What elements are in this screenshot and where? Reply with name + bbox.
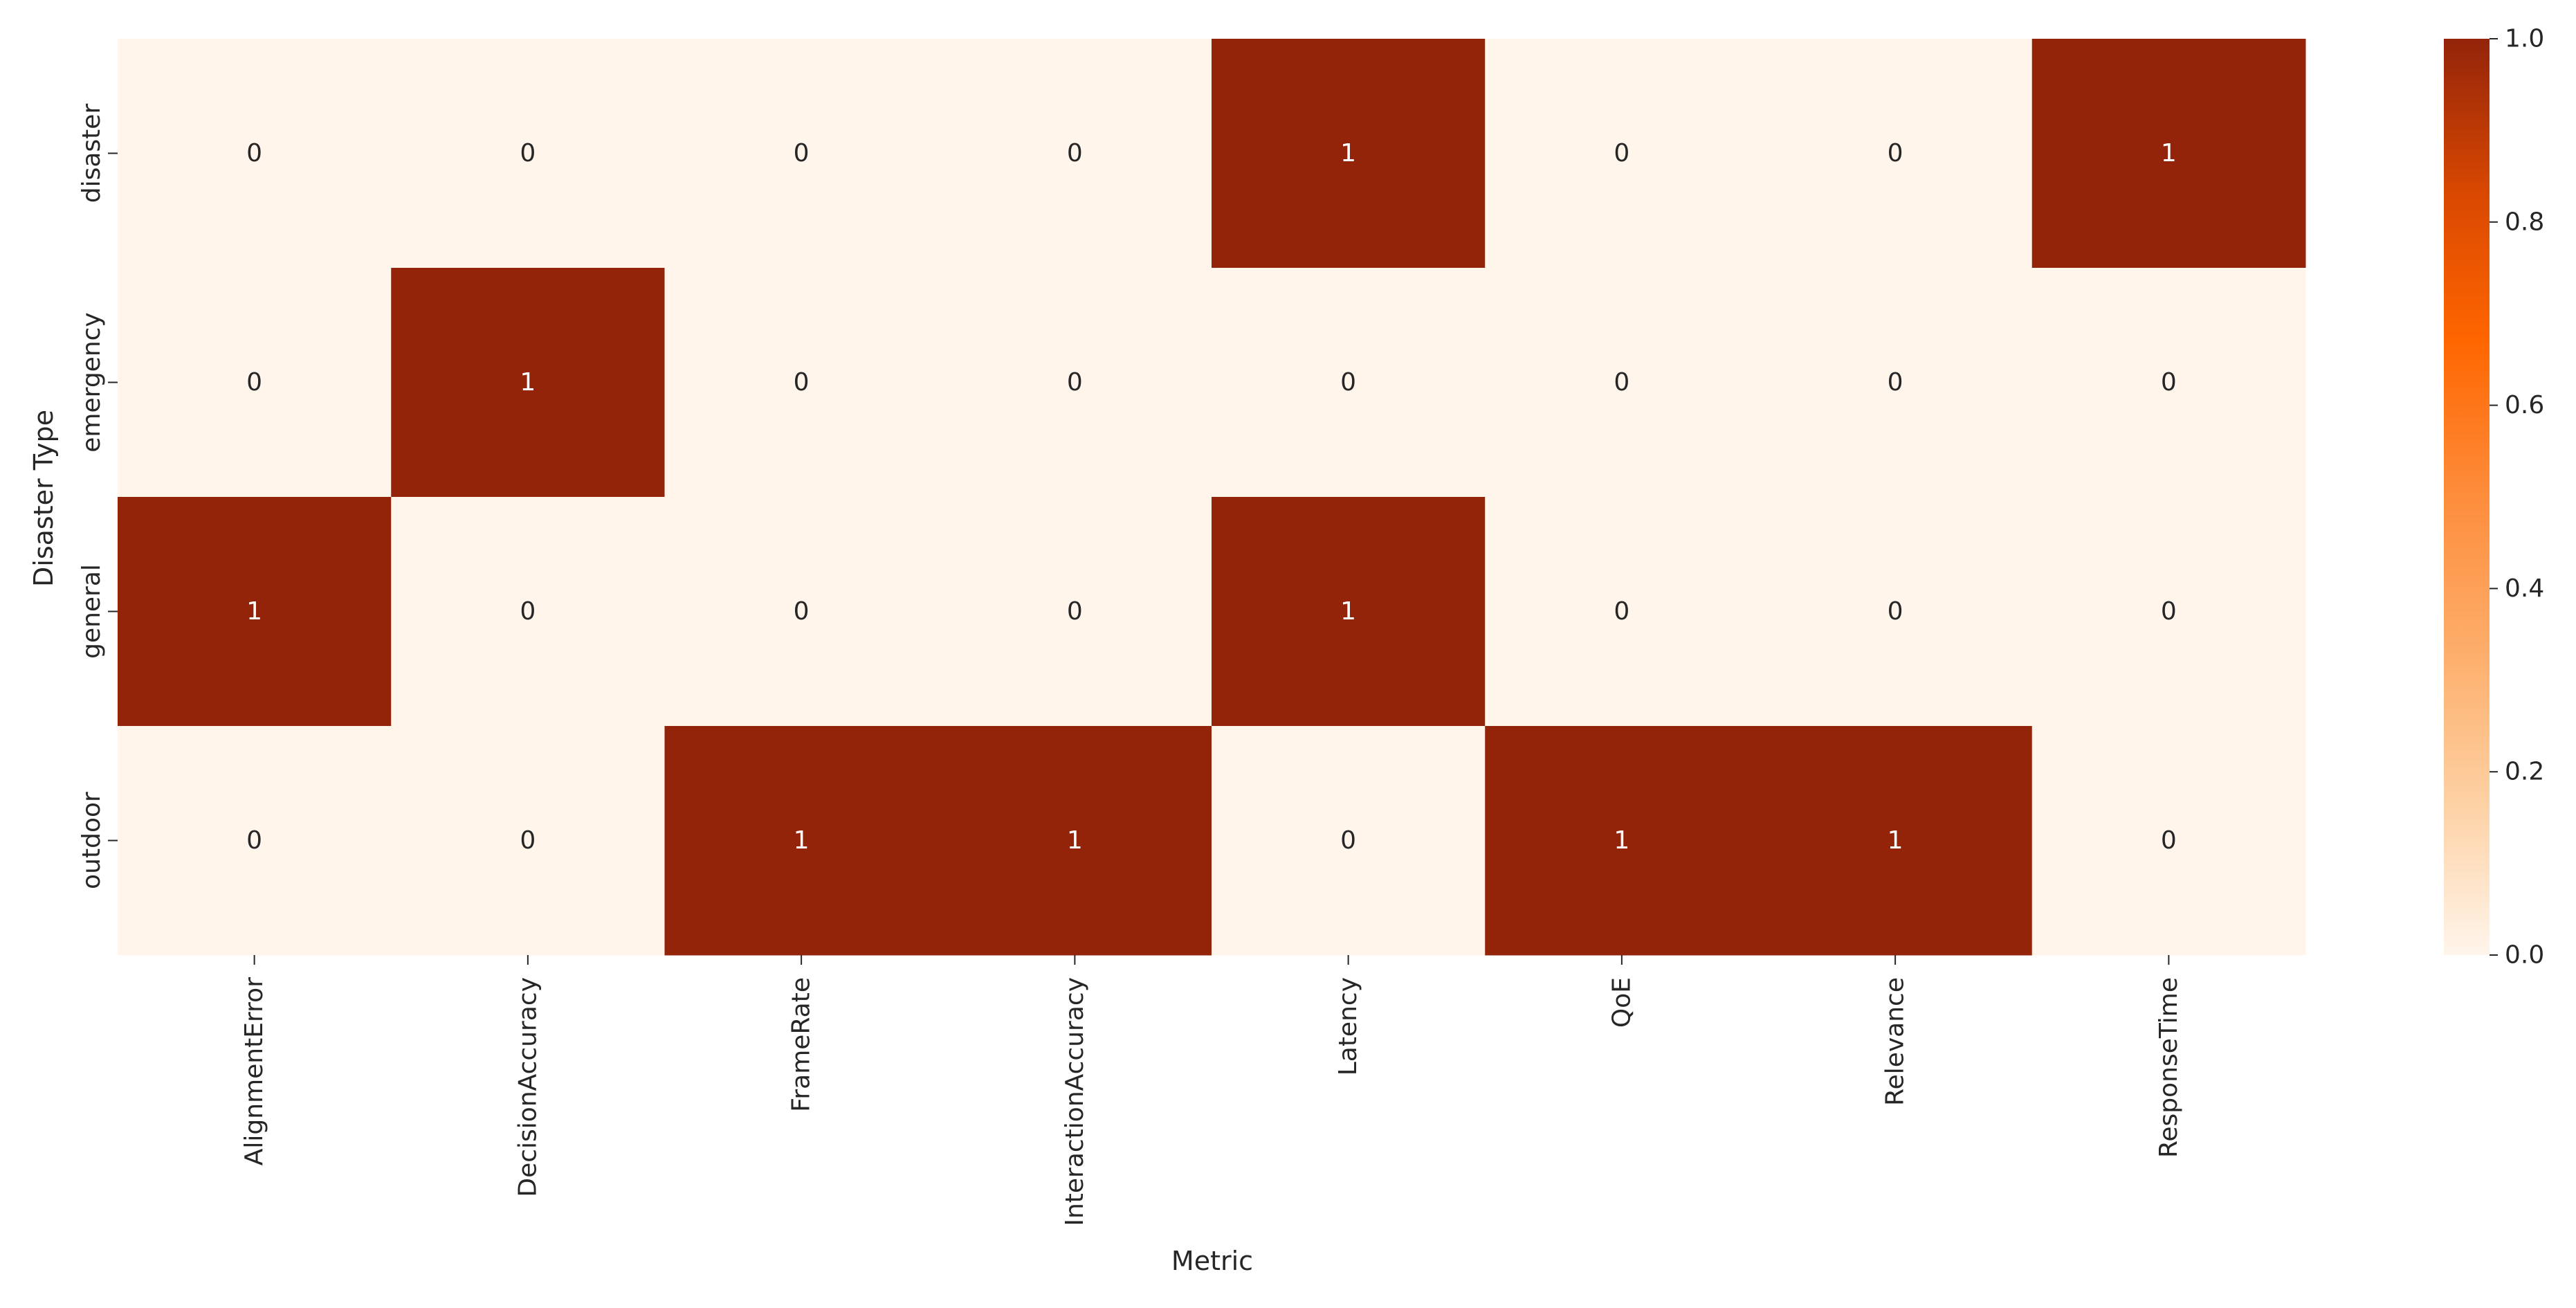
cell-value-label: 0 bbox=[794, 139, 810, 167]
cell-value-label: 0 bbox=[1340, 368, 1356, 397]
cell-value-label: 0 bbox=[246, 826, 262, 855]
cell-value-label: 0 bbox=[1888, 139, 1903, 167]
heatmap-cell bbox=[1485, 726, 1759, 956]
heatmap-cell bbox=[1485, 497, 1759, 727]
cell-value-label: 1 bbox=[246, 597, 262, 626]
x-tick-label: QoE bbox=[1607, 977, 1636, 1028]
cell-value-label: 0 bbox=[1888, 597, 1903, 626]
x-tick-label: InteractionAccuracy bbox=[1061, 977, 1089, 1226]
cell-value-label: 0 bbox=[2161, 597, 2177, 626]
cell-value-label: 1 bbox=[1340, 597, 1356, 626]
y-tick-label: outdoor bbox=[77, 792, 106, 889]
heatmap-cell bbox=[1212, 726, 1486, 956]
heatmap-cell bbox=[938, 268, 1212, 498]
heatmap-cell bbox=[2031, 39, 2306, 269]
cell-value-label: 0 bbox=[1888, 368, 1903, 397]
cell-value-label: 1 bbox=[1340, 139, 1356, 167]
heatmap-cell bbox=[1212, 39, 1486, 269]
cell-value-label: 0 bbox=[1340, 826, 1356, 855]
cell-value-label: 0 bbox=[520, 139, 536, 167]
y-axis-ticks: disaster emergency general outdoor bbox=[77, 104, 118, 889]
heatmap-cell bbox=[664, 497, 939, 727]
colorbar-tick-label: 0.6 bbox=[2505, 391, 2544, 419]
heatmap-annotations: 0 0 0 0 1 0 0 1 0 1 0 0 0 0 0 0 1 0 0 0 1 0 0 0 0 0 1 1 0 1 1 0 bbox=[246, 139, 2177, 855]
cell-value-label: 0 bbox=[1614, 597, 1629, 626]
heatmap-cell bbox=[1758, 497, 2033, 727]
cell-value-label: 0 bbox=[246, 368, 262, 397]
heatmap-cell bbox=[391, 39, 665, 269]
x-tick-label: ResponseTime bbox=[2155, 977, 2183, 1158]
heatmap-cell bbox=[2031, 726, 2306, 956]
y-tick-label: disaster bbox=[77, 104, 106, 203]
heatmap-cell bbox=[1485, 39, 1759, 269]
x-axis-label: Metric bbox=[1171, 1246, 1253, 1276]
cell-value-label: 0 bbox=[1067, 139, 1083, 167]
cell-value-label: 1 bbox=[1888, 826, 1903, 855]
cell-value-label: 1 bbox=[520, 368, 536, 397]
heatmap-cell bbox=[391, 268, 665, 498]
y-tick-label: general bbox=[77, 564, 106, 659]
x-tick-label: AlignmentError bbox=[240, 977, 268, 1165]
colorbar-gradient bbox=[2444, 39, 2490, 955]
heatmap-cell bbox=[2031, 497, 2306, 727]
heatmap-cell bbox=[391, 726, 665, 956]
cell-value-label: 0 bbox=[2161, 826, 2177, 855]
heatmap-cell bbox=[664, 39, 939, 269]
heatmap-cells bbox=[118, 39, 2306, 956]
heatmap-cell bbox=[118, 726, 392, 956]
heatmap-cell bbox=[938, 39, 1212, 269]
x-tick-label: FrameRate bbox=[787, 977, 816, 1112]
x-tick-label: Latency bbox=[1334, 977, 1362, 1075]
heatmap-cell bbox=[1212, 497, 1486, 727]
heatmap-cell bbox=[1212, 268, 1486, 498]
heatmap-cell bbox=[1758, 39, 2033, 269]
x-tick-label: DecisionAccuracy bbox=[513, 977, 542, 1197]
heatmap-cell bbox=[118, 39, 392, 269]
colorbar-tick-label: 1.0 bbox=[2505, 25, 2544, 53]
cell-value-label: 0 bbox=[1614, 368, 1629, 397]
heatmap-cell bbox=[2031, 268, 2306, 498]
heatmap-cell bbox=[664, 268, 939, 498]
y-axis-label: Disaster Type bbox=[28, 410, 59, 587]
cell-value-label: 1 bbox=[1614, 826, 1629, 855]
heatmap-cell bbox=[664, 726, 939, 956]
heatmap-cell bbox=[118, 497, 392, 727]
cell-value-label: 0 bbox=[794, 597, 810, 626]
colorbar: 0.0 0.2 0.4 0.6 0.8 1.0 bbox=[2444, 25, 2544, 970]
heatmap-cell bbox=[118, 268, 392, 498]
y-tick-label: emergency bbox=[77, 312, 106, 452]
colorbar-tick-label: 0.4 bbox=[2505, 574, 2544, 603]
x-tick-label: Relevance bbox=[1881, 977, 1910, 1106]
heatmap-cell bbox=[1758, 726, 2033, 956]
cell-value-label: 1 bbox=[794, 826, 810, 855]
cell-value-label: 1 bbox=[2161, 139, 2177, 167]
colorbar-tick-label: 0.0 bbox=[2505, 941, 2544, 970]
cell-value-label: 0 bbox=[1067, 597, 1083, 626]
cell-value-label: 0 bbox=[520, 597, 536, 626]
colorbar-tick-label: 0.2 bbox=[2505, 758, 2544, 786]
cell-value-label: 1 bbox=[1067, 826, 1083, 855]
colorbar-tick-label: 0.8 bbox=[2505, 208, 2544, 236]
cell-value-label: 0 bbox=[2161, 368, 2177, 397]
cell-value-label: 0 bbox=[1614, 139, 1629, 167]
cell-value-label: 0 bbox=[520, 826, 536, 855]
x-axis-ticks: AlignmentError DecisionAccuracy FrameRate I… bbox=[240, 955, 2183, 1226]
cell-value-label: 0 bbox=[794, 368, 810, 397]
heatmap-cell bbox=[1485, 268, 1759, 498]
cell-value-label: 0 bbox=[1067, 368, 1083, 397]
heatmap-cell bbox=[1758, 268, 2033, 498]
heatmap-cell bbox=[391, 497, 665, 727]
cell-value-label: 0 bbox=[246, 139, 262, 167]
heatmap-cell bbox=[938, 497, 1212, 727]
heatmap-cell bbox=[938, 726, 1212, 956]
